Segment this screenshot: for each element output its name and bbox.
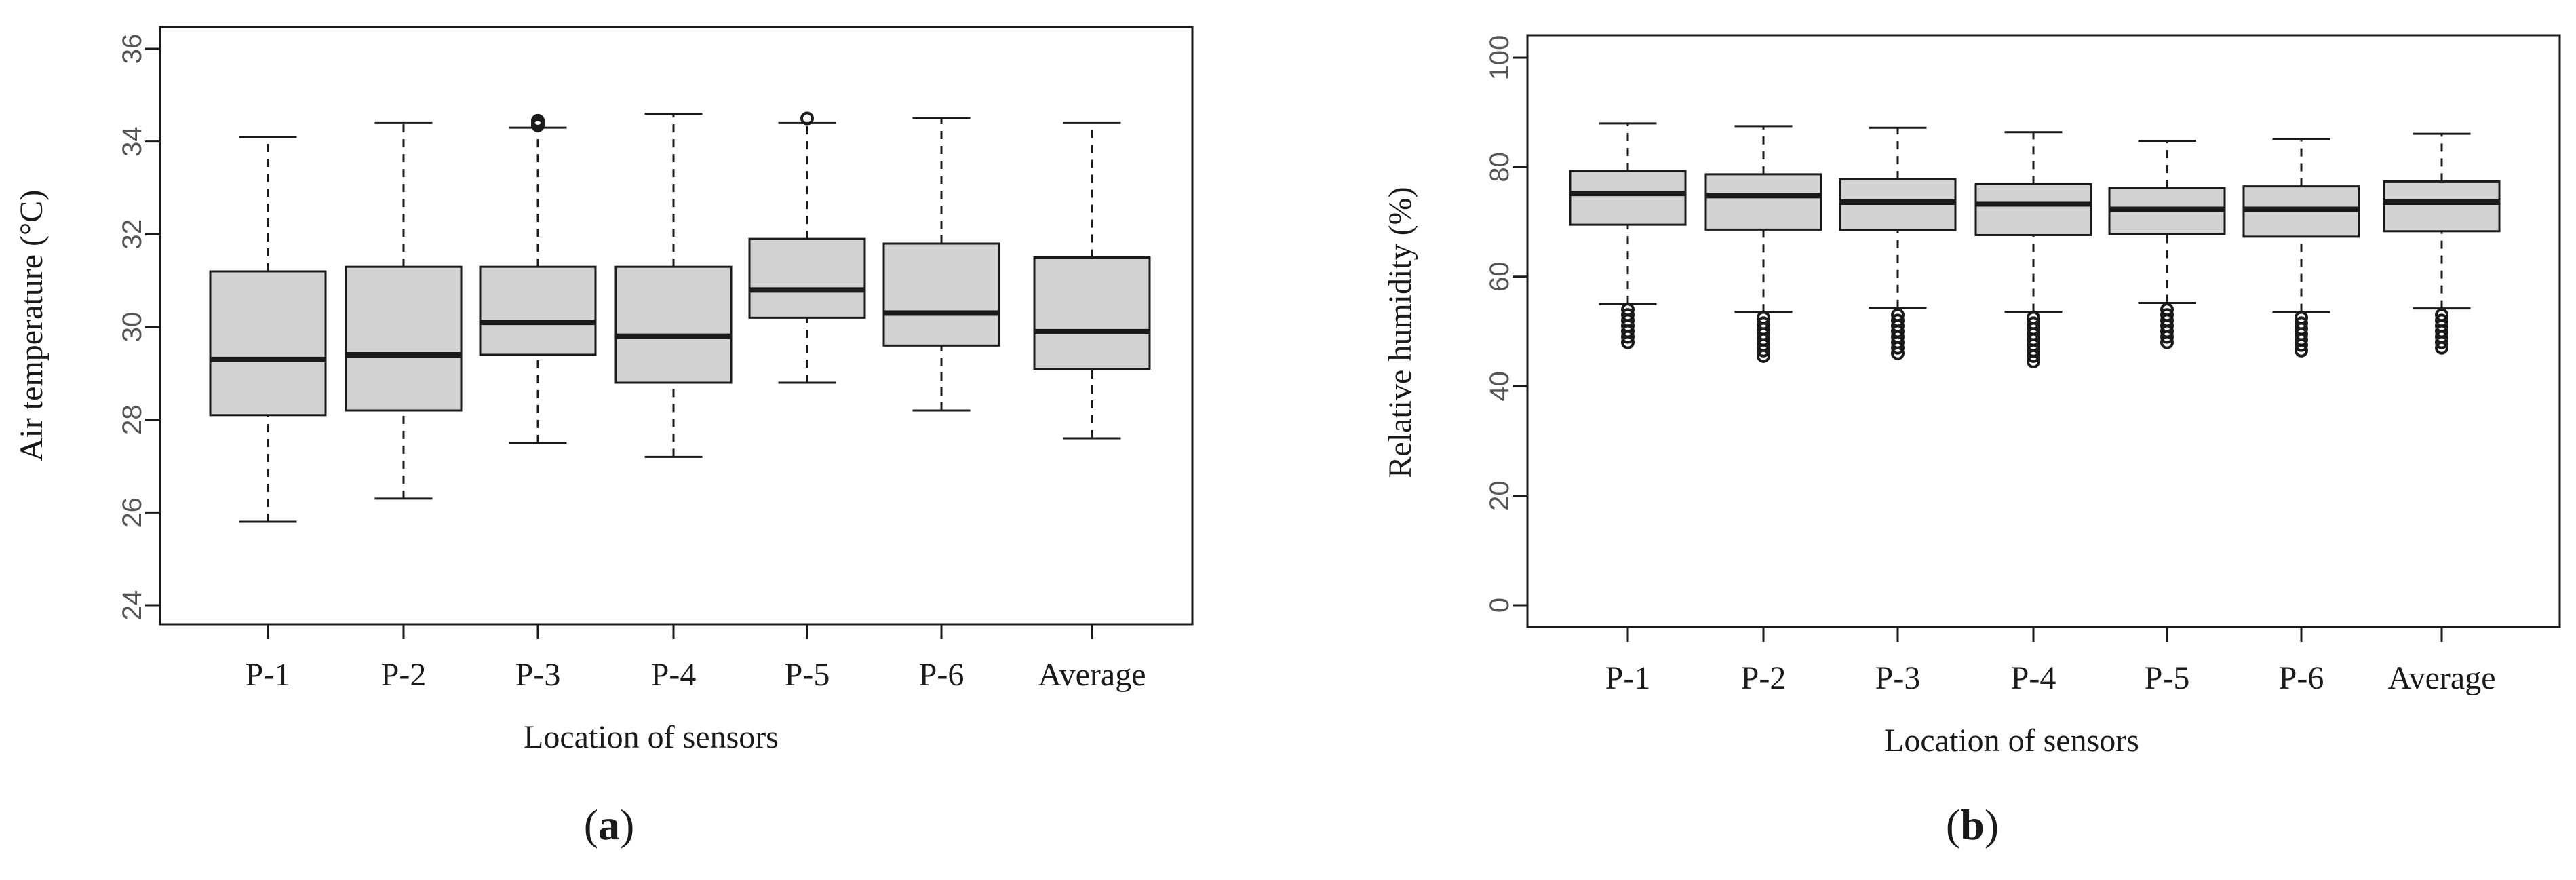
y-axis-a: 24 26 28 30 32 34 36 [117,34,160,621]
y-axis-title-a: Air temperature (°C) [14,190,50,461]
boxes-a [209,111,1151,523]
boxes-b [1569,122,2501,368]
outlier-point [1757,311,1770,325]
y-axis-title-b: Relative humidity (%) [1382,187,1418,478]
y-tick-label-a: 26 [117,497,147,528]
x-axis-b: P-1 P-2 P-3 P-4 P-5 P-6 Average [1605,627,2496,696]
outlier-point [1757,316,1770,330]
y-tick-label-b: 40 [1485,371,1515,402]
box-b-6 [2242,138,2360,358]
y-tick-label-b: 60 [1485,262,1515,292]
x-tick-label-a: P-4 [651,657,697,693]
iqr-box [1974,183,2092,236]
outlier-point [2160,303,2174,317]
box-b-5 [2108,140,2226,349]
box-a-6 [882,117,1000,412]
x-tick-label-b: Average [2388,660,2496,696]
x-tick-label-a: P-5 [785,657,830,693]
outlier-point [2160,308,2174,322]
y-tick-label-a: 30 [117,312,147,343]
box-b-4 [1974,131,2092,368]
outlier-point [1621,303,1635,317]
outlier-point [2295,316,2308,330]
iqr-box [2383,180,2501,233]
box-a-7 [1033,121,1151,440]
iqr-box [614,265,733,384]
x-tick-label-a: Average [1038,657,1146,693]
y-tick-label-b: 0 [1485,598,1515,613]
panel-label-a: (a) [584,801,635,849]
x-tick-label-b: P-1 [1605,660,1651,696]
box-b-3 [1839,126,1957,360]
box-b-1 [1569,122,1687,349]
y-tick-label-b: 20 [1485,480,1515,511]
iqr-box [1033,256,1151,370]
box-b-7 [2383,132,2501,355]
outlier-point [2027,316,2040,330]
y-tick-label-a: 28 [117,404,147,435]
iqr-box [1569,170,1687,226]
x-tick-label-a: P-3 [515,657,561,693]
outlier-point [2295,311,2308,325]
box-a-2 [345,121,463,500]
y-tick-label-b: 80 [1485,152,1515,183]
x-tick-label-a: P-6 [919,657,964,693]
x-tick-label-b: P-6 [2279,660,2324,696]
box-a-1 [209,136,327,523]
y-tick-label-a: 32 [117,219,147,250]
box-a-5 [748,111,866,384]
x-tick-label-b: P-2 [1741,660,1787,696]
outlier-point [2435,308,2448,322]
box-a-4 [614,113,733,458]
y-tick-label-a: 34 [117,126,147,157]
outlier-point [2435,313,2448,328]
panel-a-air-temperature: 24 26 28 30 32 34 36 P-1 P-2 P-3 P-4 P-5 P-6 Average… [14,26,1194,849]
x-tick-label-a: P-2 [381,657,427,693]
outlier-point [1891,308,1905,322]
y-tick-label-a: 24 [117,590,147,621]
x-axis-title-b: Location of sensors [1884,723,2139,759]
x-axis-a: P-1 P-2 P-3 P-4 P-5 P-6 Average [246,624,1146,693]
y-axis-b: 0 20 40 60 80 100 [1485,35,1527,613]
outlier-point [1891,313,1905,328]
x-tick-label-b: P-3 [1875,660,1921,696]
x-axis-title-a: Location of sensors [524,719,779,755]
x-tick-label-b: P-5 [2145,660,2190,696]
panel-b-relative-humidity: 0 20 40 60 80 100 P-1 P-2 P-3 P-4 P-5 P-6 Average R… [1382,34,2561,849]
iqr-box [882,242,1000,347]
x-tick-label-a: P-1 [246,657,291,693]
outlier-point [800,111,814,126]
y-tick-label-a: 36 [117,34,147,64]
box-a-3 [479,113,597,444]
box-b-2 [1704,125,1822,363]
y-tick-label-b: 100 [1485,35,1515,81]
outlier-point [2027,311,2040,325]
iqr-box [479,265,597,356]
iqr-box [209,270,327,417]
outlier-point [1621,308,1635,322]
plot-frame-b [1526,34,2561,628]
x-tick-label-b: P-4 [2011,660,2056,696]
panel-label-b: (b) [1946,801,1999,849]
outlier-point [531,113,545,128]
iqr-box [1704,173,1822,231]
iqr-box [748,237,866,319]
iqr-box [345,265,463,412]
